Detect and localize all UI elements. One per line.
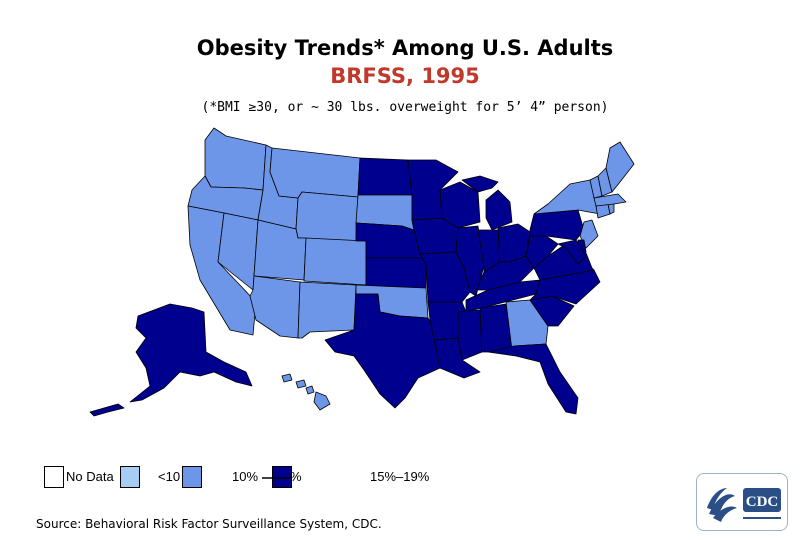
state-hi-2 xyxy=(295,379,307,389)
state-nm xyxy=(297,281,357,339)
state-mt xyxy=(269,147,361,199)
state-ms xyxy=(457,309,483,361)
legend-label-lt10: <10 xyxy=(158,469,181,484)
map-title: Obesity Trends* Among U.S. Adults xyxy=(196,36,614,60)
legend-swatch-no-data xyxy=(44,466,64,488)
state-hi-4 xyxy=(313,391,331,411)
legend-label-no-data: No Data xyxy=(66,469,114,484)
legend-label-pct: % xyxy=(290,469,302,484)
state-pa xyxy=(529,209,585,241)
state-ny xyxy=(533,179,601,215)
state-fl xyxy=(487,343,579,415)
state-co xyxy=(303,237,367,286)
state-mi-up xyxy=(461,175,499,193)
state-ks xyxy=(365,257,427,289)
legend-label-10: 10% xyxy=(232,469,259,484)
state-nv xyxy=(217,212,259,291)
cdc-logo-text: CDC xyxy=(746,494,779,510)
state-nd xyxy=(357,157,413,196)
state-wy xyxy=(295,191,359,242)
legend-dash xyxy=(262,477,292,479)
legend-swatch-lt10 xyxy=(120,466,140,488)
state-ma xyxy=(593,193,627,207)
hhs-eagle-icon: CDC xyxy=(707,488,781,522)
legend-swatch-10-14 xyxy=(182,466,202,488)
cdc-logo: CDC xyxy=(696,473,788,531)
state-hi-3 xyxy=(305,385,315,395)
source-note: Source: Behavioral Risk Factor Surveilla… xyxy=(36,517,382,531)
state-wa xyxy=(204,127,267,191)
bmi-footnote: (*BMI ≥30, or ~ 30 lbs. overweight for 5… xyxy=(201,100,609,115)
state-me xyxy=(605,141,635,193)
state-ak-chain xyxy=(89,403,125,417)
state-ak xyxy=(129,303,253,403)
state-az xyxy=(249,275,301,339)
state-tx xyxy=(324,293,441,409)
state-hi-1 xyxy=(281,373,293,383)
state-mi xyxy=(485,189,513,231)
legend-swatch-15-19 xyxy=(272,466,292,488)
legend-label-15-19: 15%–19% xyxy=(370,469,430,484)
state-wi xyxy=(439,181,481,229)
map-subtitle: BRFSS, 1995 xyxy=(330,64,480,88)
state-md xyxy=(557,239,587,265)
